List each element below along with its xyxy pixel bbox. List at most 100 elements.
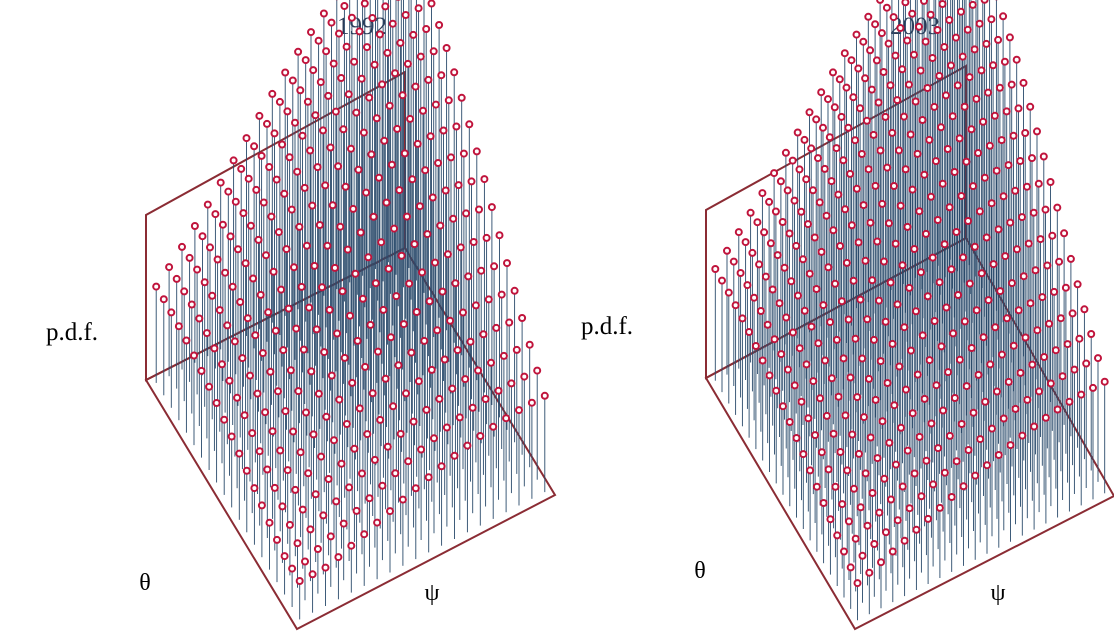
stem-marker — [1046, 379, 1055, 388]
stem-marker — [849, 276, 858, 285]
stem-marker — [533, 366, 542, 375]
stem-marker — [1089, 383, 1097, 392]
stem-marker — [997, 136, 1006, 145]
stem-marker — [836, 448, 845, 456]
stem-marker — [397, 251, 406, 260]
stem-marker — [851, 334, 860, 343]
stem-marker — [469, 238, 478, 246]
stem-marker — [864, 12, 873, 21]
stem-marker — [922, 229, 930, 238]
stem-marker — [363, 430, 372, 439]
stem-marker — [745, 328, 754, 336]
stem-marker — [407, 348, 416, 357]
stem-marker — [1058, 372, 1067, 381]
stem-marker — [830, 103, 839, 112]
stem-marker — [816, 394, 825, 403]
stem-marker — [901, 0, 910, 7]
stem-marker — [323, 241, 332, 250]
stem-marker — [1060, 229, 1069, 238]
stem-marker — [998, 350, 1006, 359]
stem-marker — [242, 134, 251, 143]
stem-marker — [939, 406, 948, 415]
stem-marker — [295, 577, 304, 585]
stem-marker — [324, 475, 333, 483]
stem-marker — [228, 282, 237, 291]
stem-marker — [776, 177, 785, 186]
stem-marker — [800, 306, 809, 315]
stem-marker — [381, 2, 390, 11]
stem-marker — [947, 265, 956, 274]
stem-marker — [313, 545, 322, 553]
stem-marker — [399, 320, 408, 329]
stem-marker — [453, 346, 462, 355]
stem-marker — [785, 229, 794, 238]
stem-marker — [278, 140, 287, 149]
stem-marker — [382, 198, 391, 207]
stem-marker — [942, 303, 951, 312]
stem-marker — [834, 392, 843, 401]
stem-marker — [308, 570, 317, 579]
stem-marker — [300, 183, 309, 192]
stem-marker — [964, 446, 973, 454]
stem-marker — [409, 417, 418, 426]
stem-marker — [391, 469, 400, 478]
stem-marker — [420, 336, 429, 345]
stem-marker — [893, 516, 902, 525]
stem-marker — [788, 156, 797, 165]
stem-marker — [402, 389, 410, 398]
xlabel-theta-1992: θ — [139, 570, 151, 596]
stem-marker — [203, 200, 212, 209]
stem-marker — [319, 511, 328, 520]
stem-marker — [174, 322, 183, 331]
stem-marker — [852, 30, 861, 39]
stem-marker — [525, 340, 534, 349]
stem-marker — [811, 431, 820, 440]
stem-marker — [842, 258, 851, 267]
stem-marker — [394, 361, 403, 370]
stem-marker — [952, 457, 961, 466]
stem-marker — [724, 288, 733, 297]
stem-marker — [1041, 205, 1050, 214]
stem-marker — [264, 308, 273, 317]
stem-marker — [920, 0, 928, 5]
stem-marker — [234, 245, 242, 254]
stem-marker — [479, 330, 488, 339]
stem-marker — [922, 456, 931, 465]
stem-marker — [835, 75, 844, 84]
stem-marker — [439, 126, 448, 135]
stem-marker — [360, 0, 369, 8]
stem-marker — [885, 219, 893, 228]
stem-marker — [359, 128, 368, 137]
stem-marker — [295, 222, 304, 231]
stem-marker — [817, 247, 826, 256]
stem-marker — [330, 263, 339, 272]
stem-marker — [986, 360, 995, 369]
stem-marker — [897, 423, 905, 432]
stem-marker — [975, 19, 984, 28]
stem-marker — [943, 145, 952, 153]
stem-marker — [367, 150, 376, 159]
stem-marker — [782, 313, 791, 322]
stem-marker — [422, 25, 431, 33]
stem-marker — [431, 100, 440, 109]
stem-marker — [510, 286, 519, 295]
stem-marker — [286, 366, 295, 375]
stem-marker — [838, 500, 847, 509]
stem-marker — [263, 119, 271, 128]
stem-marker — [819, 123, 827, 132]
stem-marker — [347, 144, 355, 153]
stem-marker — [756, 307, 765, 315]
stem-marker — [755, 260, 764, 269]
stem-marker — [957, 7, 965, 16]
stem-marker — [218, 220, 227, 229]
stem-marker — [889, 13, 898, 22]
stem-marker — [305, 303, 314, 312]
stem-marker — [807, 322, 816, 331]
stem-marker — [405, 279, 414, 288]
stem-marker — [437, 462, 446, 471]
stem-marker — [314, 389, 323, 398]
stem-marker — [968, 0, 977, 9]
stem-marker — [374, 347, 382, 356]
stem-marker — [836, 242, 845, 250]
stem-marker — [361, 362, 370, 371]
